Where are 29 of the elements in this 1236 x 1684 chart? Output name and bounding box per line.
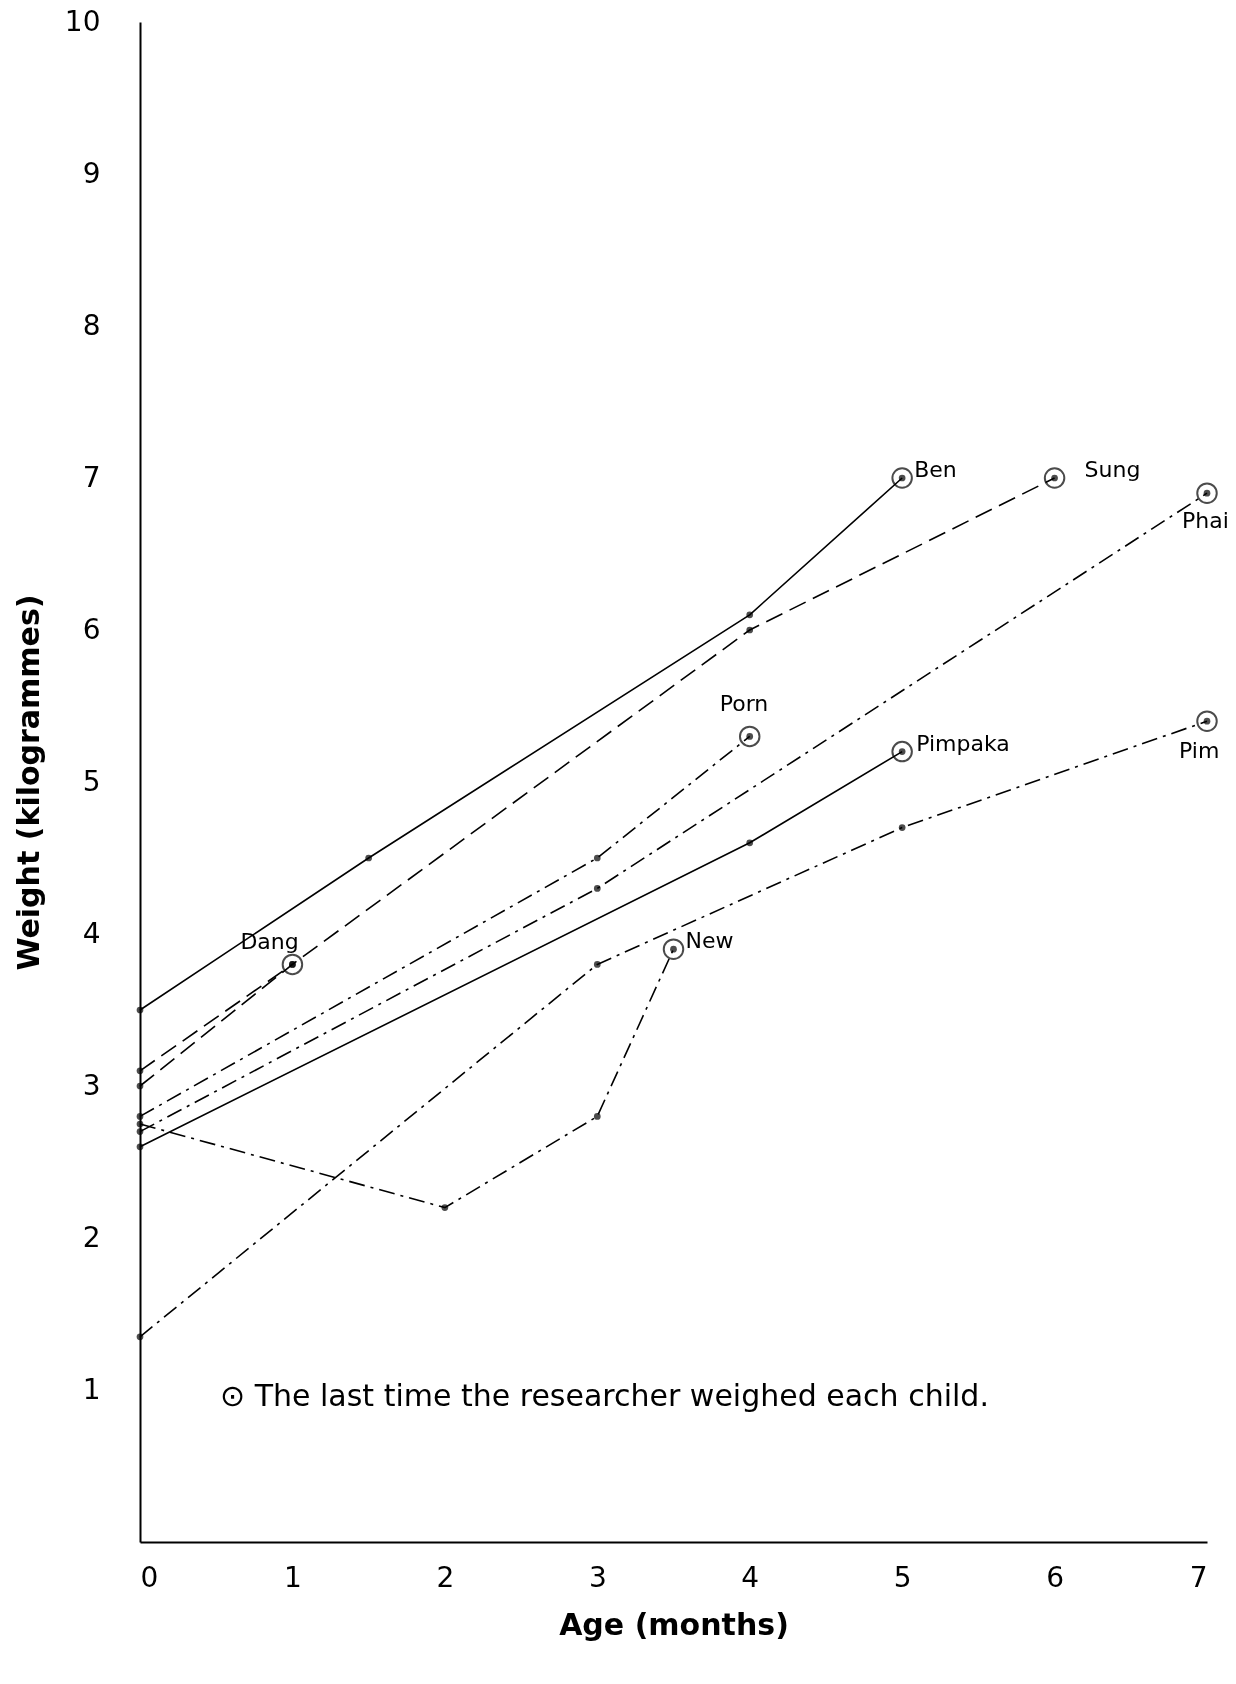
y-tick-label: 8 bbox=[82, 308, 101, 342]
y-axis-title: Weight (kilogrammes) bbox=[10, 594, 46, 971]
series-label: Sung bbox=[1084, 457, 1141, 482]
y-tick-label: 3 bbox=[82, 1068, 101, 1102]
x-tick-label: 7 bbox=[1189, 1560, 1208, 1594]
y-tick-label: 5 bbox=[82, 764, 101, 798]
series-label: Phai bbox=[1182, 508, 1229, 534]
series-label: Dang bbox=[240, 929, 299, 955]
series-label: Pim bbox=[1179, 738, 1220, 764]
series-label: Porn bbox=[719, 691, 769, 717]
series-label: Pimpaka bbox=[916, 730, 1010, 756]
x-tick-label: 1 bbox=[284, 1560, 302, 1594]
y-tick-label: 2 bbox=[82, 1220, 101, 1254]
y-tick-label: 9 bbox=[82, 156, 101, 190]
x-tick-label: 4 bbox=[741, 1560, 760, 1594]
annotation: ⊙ The last time the researcher weighed each child. bbox=[220, 1378, 989, 1413]
y-tick-label: 4 bbox=[82, 916, 101, 950]
x-axis-title: Age (months) bbox=[559, 1606, 789, 1642]
y-tick-label: 1 bbox=[82, 1372, 101, 1406]
y-tick-label: 7 bbox=[82, 460, 101, 494]
x-tick-label: 3 bbox=[588, 1560, 607, 1594]
series-label: New bbox=[685, 928, 734, 954]
x-tick-label: 2 bbox=[436, 1560, 455, 1594]
x-tick-label: 6 bbox=[1046, 1560, 1064, 1594]
x-tick-label: 0 bbox=[140, 1560, 159, 1594]
y-tick-label: 10 bbox=[64, 4, 101, 38]
series-label: Ben bbox=[914, 457, 957, 482]
y-tick-label: 6 bbox=[82, 612, 101, 646]
x-tick-label: 5 bbox=[893, 1560, 912, 1594]
